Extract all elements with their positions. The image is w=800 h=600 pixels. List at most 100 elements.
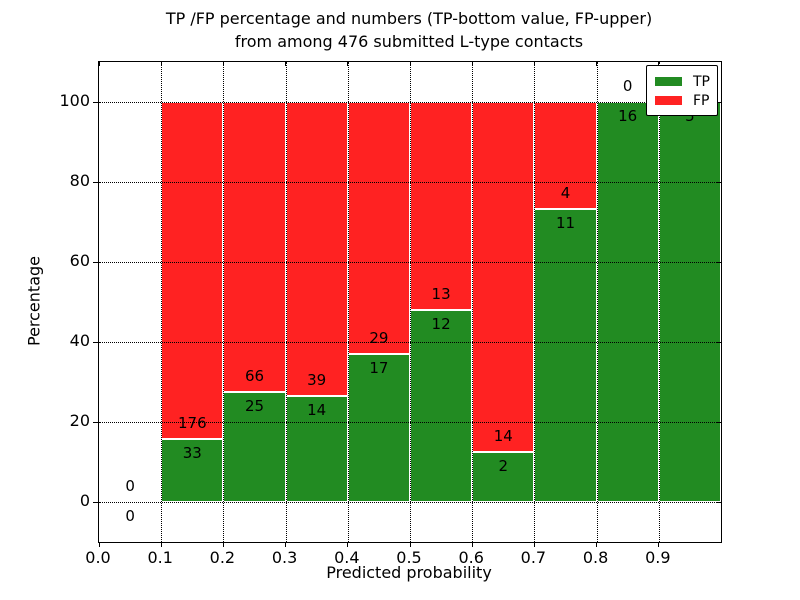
x-tick-mark — [98, 542, 100, 547]
plot-area: 0017633662539142917131214241101605 — [93, 61, 722, 547]
legend-label-fp: FP — [693, 92, 710, 109]
fp-count-label: 13 — [431, 285, 451, 303]
tp-bar-segment — [596, 102, 659, 502]
x-tick-mark-top — [285, 62, 287, 66]
fp-bar-segment — [534, 102, 597, 209]
fp-count-label: 0 — [125, 477, 135, 495]
tp-bar-segment — [534, 208, 597, 502]
x-gridline — [161, 62, 163, 542]
x-tick-mark-top — [347, 62, 349, 66]
tp-bar-segment — [410, 310, 473, 502]
x-tick-mark-top — [98, 62, 100, 66]
x-tick-mark — [471, 542, 473, 547]
fp-count-label: 0 — [622, 77, 633, 95]
x-tick-mark-top — [471, 62, 473, 66]
tp-count-label: 16 — [618, 107, 638, 125]
y-tick-label: 20 — [69, 411, 90, 430]
x-tick-label: 0.9 — [645, 548, 671, 567]
fp-bar-segment — [161, 102, 224, 439]
x-tick-label: 0.3 — [271, 548, 298, 567]
y-tick-mark-right — [716, 181, 721, 183]
x-gridline — [596, 62, 598, 542]
x-gridline — [658, 62, 660, 542]
chart-title: TP /FP percentage and numbers (TP-bottom… — [98, 7, 720, 53]
x-gridline — [472, 62, 474, 542]
x-gridline — [534, 62, 536, 542]
y-tick-label: 40 — [69, 331, 90, 350]
y-tick-mark — [93, 501, 98, 503]
x-tick-mark — [222, 542, 224, 547]
x-tick-mark — [409, 542, 411, 547]
tp-bar-segment — [658, 102, 721, 502]
x-tick-mark — [285, 542, 287, 547]
y-tick-mark-right — [716, 101, 721, 103]
tp-count-label: 0 — [125, 507, 135, 525]
y-tick-mark — [93, 421, 98, 423]
x-tick-label: 0.8 — [582, 548, 609, 567]
x-gridline — [285, 62, 287, 542]
y-tick-mark-right — [716, 501, 721, 503]
fp-count-label: 4 — [560, 183, 571, 202]
y-tick-label: 0 — [79, 491, 90, 510]
x-tick-mark-top — [409, 62, 411, 66]
fp-count-label: 66 — [244, 367, 265, 386]
tp-count-label: 25 — [244, 397, 265, 416]
tp-bar-segment — [285, 396, 348, 502]
x-gridline — [223, 62, 225, 542]
tp-count-label: 17 — [369, 359, 389, 378]
fp-count-label: 29 — [369, 329, 389, 348]
tp-bar-segment — [347, 354, 410, 502]
x-tick-mark-top — [222, 62, 224, 66]
y-tick-mark-right — [716, 421, 721, 423]
x-tick-mark — [658, 542, 660, 547]
x-tick-mark-top — [658, 62, 660, 66]
tp-count-label: 14 — [307, 401, 327, 420]
fp-bar-segment — [285, 102, 348, 397]
chart-title-line1: TP /FP percentage and numbers (TP-bottom… — [165, 9, 653, 28]
legend-label-tp: TP — [693, 73, 710, 90]
x-tick-mark — [347, 542, 349, 547]
y-tick-mark — [93, 341, 98, 343]
x-tick-label: 0.0 — [85, 548, 111, 567]
x-tick-label: 0.7 — [520, 548, 547, 567]
y-tick-label: 60 — [69, 251, 90, 270]
tp-count-label: 33 — [182, 443, 202, 462]
tp-bar-segment — [472, 452, 535, 502]
chart-title-line2: from among 476 submitted L-type contacts — [234, 32, 584, 51]
x-tick-label: 0.1 — [147, 548, 173, 567]
legend-item-tp: TP — [655, 72, 717, 91]
y-tick-mark-right — [716, 261, 721, 263]
x-gridline — [347, 62, 349, 542]
y-tick-mark — [93, 261, 98, 263]
tp-bar-segment — [223, 392, 286, 502]
fp-swatch-icon — [655, 96, 682, 105]
y-tick-mark-right — [716, 341, 721, 343]
fp-bar-segment — [347, 102, 410, 355]
fp-count-label: 14 — [493, 427, 513, 445]
x-tick-mark — [160, 542, 162, 547]
tp-count-label: 12 — [431, 315, 451, 333]
tp-swatch-icon — [655, 77, 682, 86]
x-tick-mark-top — [533, 62, 535, 66]
fp-count-label: 39 — [307, 371, 327, 390]
x-tick-mark-top — [596, 62, 598, 66]
tp-count-label: 2 — [498, 457, 509, 475]
x-tick-mark — [533, 542, 535, 547]
legend: TP FP — [646, 65, 718, 116]
x-tick-label: 0.5 — [396, 548, 422, 567]
fp-bar-segment — [410, 102, 473, 310]
tp-count-label: 5 — [685, 107, 695, 125]
x-tick-label: 0.6 — [458, 548, 484, 567]
fp-count-label: 176 — [177, 413, 207, 432]
y-tick-label: 80 — [69, 171, 90, 190]
x-tick-label: 0.4 — [334, 548, 360, 567]
x-gridline — [410, 62, 411, 542]
y-tick-mark — [93, 181, 98, 183]
tp-count-label: 11 — [555, 213, 576, 232]
fp-bar-segment — [472, 102, 535, 452]
tp-bar-segment — [161, 438, 224, 502]
x-tick-mark — [596, 542, 598, 547]
fp-bar-segment — [223, 102, 286, 393]
y-tick-mark — [93, 101, 98, 103]
